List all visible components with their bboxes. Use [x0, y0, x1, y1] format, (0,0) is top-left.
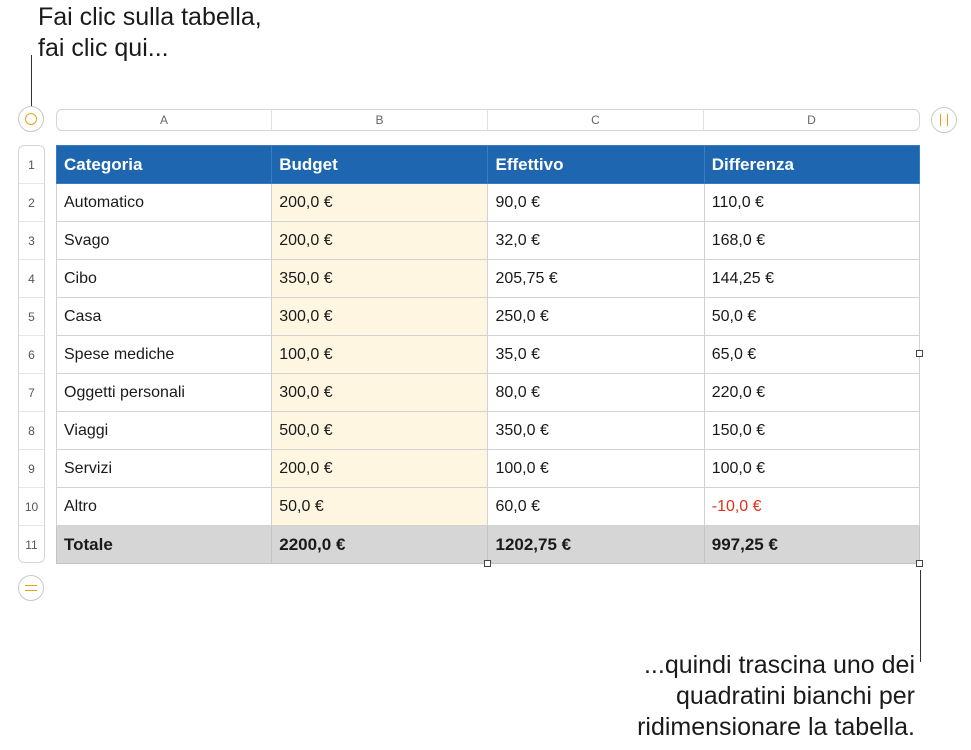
cell[interactable]: 100,0 € [271, 335, 489, 374]
cell-negative[interactable]: -10,0 € [703, 487, 921, 526]
cell[interactable]: 200,0 € [271, 183, 489, 222]
column-label[interactable]: B [272, 110, 488, 130]
cell[interactable]: 220,0 € [703, 373, 921, 412]
table-row: Cibo 350,0 € 205,75 € 144,25 € [55, 259, 921, 298]
header-cell[interactable]: Effettivo [487, 145, 705, 184]
row-label[interactable]: 7 [19, 374, 44, 412]
row-label[interactable]: 10 [19, 488, 44, 526]
total-cell[interactable]: 1202,75 € [487, 525, 705, 564]
cell[interactable]: 100,0 € [703, 449, 921, 488]
leader-line-bottom [920, 570, 921, 662]
cell[interactable]: 205,75 € [487, 259, 705, 298]
table-header-row: Categoria Budget Effettivo Differenza [55, 145, 921, 184]
cell[interactable]: 50,0 € [271, 487, 489, 526]
row-label[interactable]: 6 [19, 336, 44, 374]
instruction-top-line1: Fai clic sulla tabella, [38, 3, 262, 31]
cell[interactable]: 300,0 € [271, 297, 489, 336]
cell[interactable]: 168,0 € [703, 221, 921, 260]
cell[interactable]: 60,0 € [487, 487, 705, 526]
column-label[interactable]: C [488, 110, 704, 130]
circle-select-icon [25, 113, 37, 125]
resize-handle-right[interactable] [916, 350, 923, 357]
header-cell[interactable]: Differenza [703, 145, 921, 184]
cell[interactable]: 250,0 € [487, 297, 705, 336]
cell[interactable]: 350,0 € [487, 411, 705, 450]
cell[interactable]: 150,0 € [703, 411, 921, 450]
cell[interactable]: Altro [55, 487, 273, 526]
column-header-bar[interactable]: A B C D [56, 109, 920, 131]
cell[interactable]: Spese mediche [55, 335, 273, 374]
total-row: Totale 2200,0 € 1202,75 € 997,25 € [55, 525, 921, 564]
cell[interactable]: 50,0 € [703, 297, 921, 336]
column-handle-button[interactable] [931, 107, 957, 133]
cell[interactable]: 100,0 € [487, 449, 705, 488]
row-label[interactable]: 4 [19, 260, 44, 298]
total-cell[interactable]: 2200,0 € [271, 525, 489, 564]
instruction-bottom-line3: ridimensionare la tabella. [637, 713, 915, 741]
row-label[interactable]: 5 [19, 298, 44, 336]
cell[interactable]: Oggetti personali [55, 373, 273, 412]
cell[interactable]: 110,0 € [703, 183, 921, 222]
table-row: Altro 50,0 € 60,0 € -10,0 € [55, 487, 921, 526]
row-header-bar[interactable]: 1 2 3 4 5 6 7 8 9 10 11 [18, 145, 45, 563]
header-cell[interactable]: Categoria [55, 145, 273, 184]
cell[interactable]: 300,0 € [271, 373, 489, 412]
row-label[interactable]: 8 [19, 412, 44, 450]
cell[interactable]: 32,0 € [487, 221, 705, 260]
row-handle-button[interactable] [18, 575, 44, 601]
instruction-top-line2: fai clic qui... [38, 34, 169, 62]
cell[interactable]: 200,0 € [271, 449, 489, 488]
table-row: Automatico 200,0 € 90,0 € 110,0 € [55, 183, 921, 222]
pause-bars-icon [940, 114, 948, 126]
header-cell[interactable]: Budget [271, 145, 489, 184]
cell[interactable]: Svago [55, 221, 273, 260]
cell[interactable]: Cibo [55, 259, 273, 298]
total-cell[interactable]: 997,25 € [703, 525, 921, 564]
row-label[interactable]: 1 [19, 146, 44, 184]
cell[interactable]: 65,0 € [703, 335, 921, 374]
table-row: Servizi 200,0 € 100,0 € 100,0 € [55, 449, 921, 488]
cell[interactable]: Viaggi [55, 411, 273, 450]
instruction-bottom: ...quindi trascina uno dei quadratini bi… [637, 650, 915, 743]
cell[interactable]: 35,0 € [487, 335, 705, 374]
instruction-bottom-line1: ...quindi trascina uno dei [643, 651, 915, 679]
instruction-top: Fai clic sulla tabella, fai clic qui... [38, 2, 262, 64]
table-row: Viaggi 500,0 € 350,0 € 150,0 € [55, 411, 921, 450]
cell[interactable]: 90,0 € [487, 183, 705, 222]
resize-handle-bottom[interactable] [484, 560, 491, 567]
row-label[interactable]: 9 [19, 450, 44, 488]
table-row: Svago 200,0 € 32,0 € 168,0 € [55, 221, 921, 260]
resize-handle-corner[interactable] [916, 560, 923, 567]
instruction-bottom-line2: quadratini bianchi per [675, 682, 915, 710]
row-label[interactable]: 2 [19, 184, 44, 222]
column-label[interactable]: A [57, 110, 272, 130]
cell[interactable]: 200,0 € [271, 221, 489, 260]
cell[interactable]: 80,0 € [487, 373, 705, 412]
table-row: Casa 300,0 € 250,0 € 50,0 € [55, 297, 921, 336]
total-cell[interactable]: Totale [55, 525, 273, 564]
cell[interactable]: 500,0 € [271, 411, 489, 450]
select-table-button[interactable] [18, 106, 44, 132]
cell[interactable]: Casa [55, 297, 273, 336]
table-row: Oggetti personali 300,0 € 80,0 € 220,0 € [55, 373, 921, 412]
row-label[interactable]: 11 [25, 538, 38, 552]
cell[interactable]: 144,25 € [703, 259, 921, 298]
equal-bars-icon [25, 585, 37, 591]
cell[interactable]: Automatico [55, 183, 273, 222]
leader-line-top [31, 55, 32, 107]
column-label[interactable]: D [807, 113, 816, 127]
cell[interactable]: 350,0 € [271, 259, 489, 298]
table-row: Spese mediche 100,0 € 35,0 € 65,0 € [55, 335, 921, 374]
row-label[interactable]: 3 [19, 222, 44, 260]
cell[interactable]: Servizi [55, 449, 273, 488]
budget-table[interactable]: Categoria Budget Effettivo Differenza Au… [55, 145, 921, 564]
